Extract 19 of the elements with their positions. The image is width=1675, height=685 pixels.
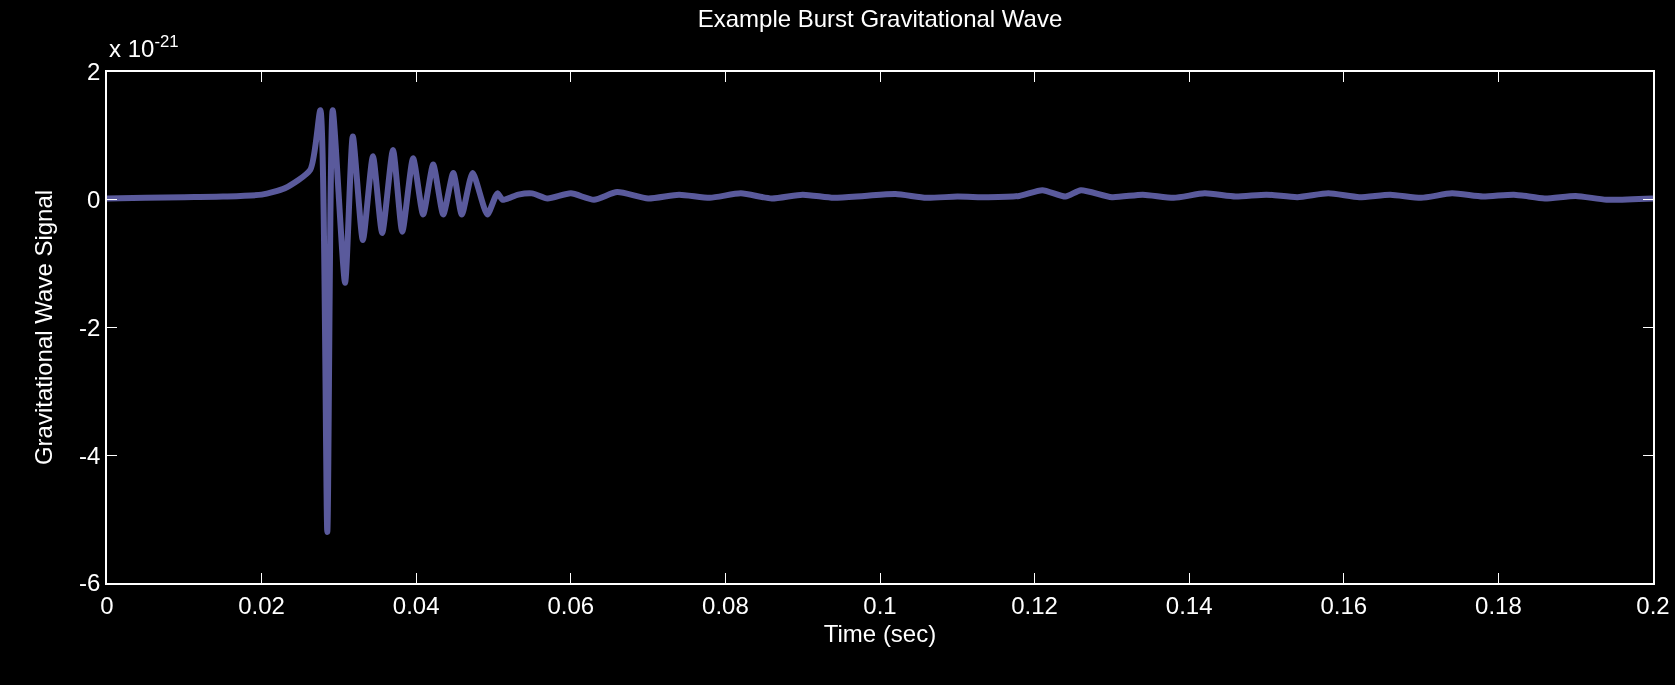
text: x 10$^{-21}$: [109, 32, 179, 63]
chart-title: Example Burst Gravitational Wave: [697, 5, 1063, 33]
x-axis-title: Time (sec): [823, 620, 937, 648]
x-tick-label: 0.18: [1475, 591, 1522, 619]
x-tick-label: 0.06: [547, 591, 595, 619]
x-tick-label: 0.2: [1636, 591, 1670, 619]
y-tick-label: -6: [79, 569, 101, 597]
y-tick-label: -2: [79, 313, 101, 341]
y-tick-label: 0: [87, 186, 101, 214]
x-tick-label: 0.16: [1320, 591, 1368, 619]
y-axis-title: Gravitational Wave Signal: [29, 189, 57, 466]
x-tick-label: 0.04: [392, 591, 440, 619]
x-tick-label: 0.1: [863, 591, 897, 619]
y-tick-label: 2: [87, 58, 101, 86]
x-tick-label: 0.12: [1011, 591, 1058, 619]
y-tick-label: -4: [79, 441, 101, 469]
x-tick-label: 0.02: [238, 591, 285, 619]
x-tick-label: 0.14: [1165, 591, 1213, 619]
x-tick-label: 0.08: [702, 591, 749, 619]
